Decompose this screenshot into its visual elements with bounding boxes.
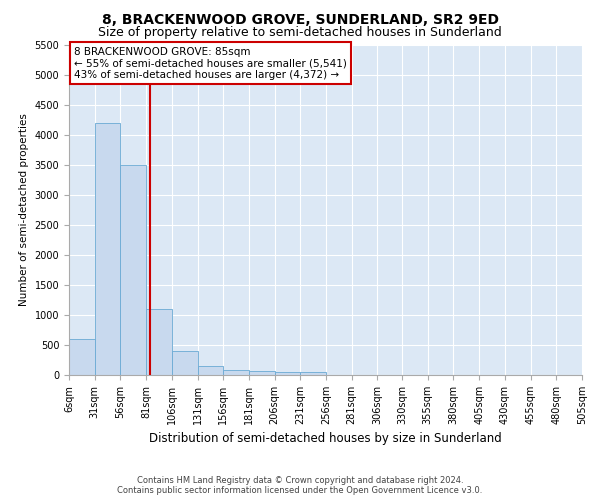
Bar [95, 123, 121, 375]
Text: 8 BRACKENWOOD GROVE: 85sqm
← 55% of semi-detached houses are smaller (5,541)
43%: 8 BRACKENWOOD GROVE: 85sqm ← 55% of semi… [74, 46, 347, 80]
Bar [172, 351, 197, 375]
Bar [249, 372, 275, 375]
Bar [301, 372, 326, 375]
Bar [275, 372, 301, 375]
X-axis label: Distribution of semi-detached houses by size in Sunderland: Distribution of semi-detached houses by … [149, 432, 502, 446]
Bar [223, 370, 249, 375]
Text: Size of property relative to semi-detached houses in Sunderland: Size of property relative to semi-detach… [98, 26, 502, 39]
Y-axis label: Number of semi-detached properties: Number of semi-detached properties [19, 114, 29, 306]
Bar [146, 309, 172, 375]
Bar [121, 165, 146, 375]
Bar [197, 366, 223, 375]
Text: 8, BRACKENWOOD GROVE, SUNDERLAND, SR2 9ED: 8, BRACKENWOOD GROVE, SUNDERLAND, SR2 9E… [101, 12, 499, 26]
Text: Contains HM Land Registry data © Crown copyright and database right 2024.
Contai: Contains HM Land Registry data © Crown c… [118, 476, 482, 495]
Bar [69, 339, 95, 375]
